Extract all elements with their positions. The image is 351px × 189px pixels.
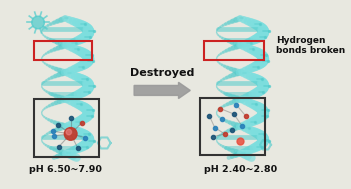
Bar <box>34 99 99 156</box>
Text: pH 2.40~2.80: pH 2.40~2.80 <box>204 165 277 174</box>
Circle shape <box>66 129 72 135</box>
Text: pH 6.50~7.90: pH 6.50~7.90 <box>29 165 102 174</box>
Text: Destroyed: Destroyed <box>130 68 194 78</box>
FancyArrow shape <box>134 82 190 99</box>
Bar <box>204 42 264 60</box>
Circle shape <box>64 128 77 140</box>
Circle shape <box>32 16 44 29</box>
Text: Hydrogen
bonds broken: Hydrogen bonds broken <box>276 36 346 55</box>
Bar <box>200 98 265 155</box>
Bar <box>34 42 92 60</box>
